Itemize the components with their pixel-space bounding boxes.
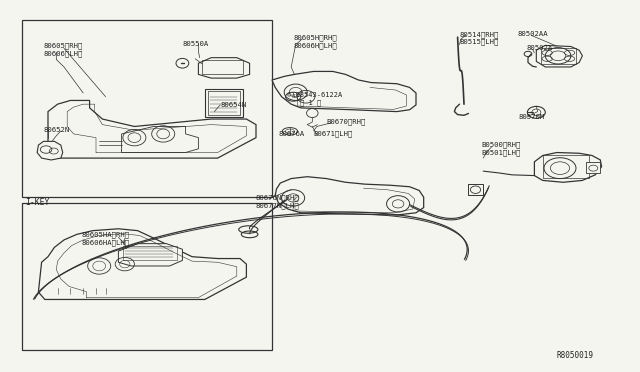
Polygon shape	[198, 58, 250, 78]
Text: 80606HA〈LH〉: 80606HA〈LH〉	[82, 240, 130, 246]
Text: 80550A: 80550A	[182, 41, 209, 47]
Text: B0500〈RH〉: B0500〈RH〉	[481, 142, 521, 148]
Bar	[202, 60, 243, 74]
Bar	[586, 162, 600, 173]
Bar	[208, 91, 240, 115]
Text: 80502A: 80502A	[526, 45, 552, 51]
Text: 〈 1 〉: 〈 1 〉	[300, 99, 321, 106]
Text: 80652N: 80652N	[44, 127, 70, 133]
Text: 80606H〈LH〉: 80606H〈LH〉	[293, 42, 337, 49]
Polygon shape	[38, 229, 246, 299]
Text: 80676N〈RH〉: 80676N〈RH〉	[256, 195, 300, 201]
Text: 80515〈LH〉: 80515〈LH〉	[460, 39, 499, 45]
Polygon shape	[118, 244, 182, 266]
Bar	[22, 203, 272, 350]
Text: 80502AA: 80502AA	[517, 31, 548, 37]
Text: 80606〈LH〉: 80606〈LH〉	[44, 50, 83, 57]
Bar	[205, 89, 243, 117]
Text: 80654N: 80654N	[221, 102, 247, 108]
Polygon shape	[536, 45, 582, 67]
Polygon shape	[534, 153, 602, 182]
Text: S: S	[291, 94, 295, 99]
Polygon shape	[272, 71, 416, 112]
Text: 80677N〈LH〉: 80677N〈LH〉	[256, 202, 300, 209]
Polygon shape	[275, 177, 424, 215]
Text: 80605HA〈RH〉: 80605HA〈RH〉	[82, 232, 130, 238]
Text: 80605H〈RH〉: 80605H〈RH〉	[293, 35, 337, 41]
Text: B0501〈LH〉: B0501〈LH〉	[481, 150, 521, 156]
Text: 80514〈RH〉: 80514〈RH〉	[460, 31, 499, 38]
Bar	[543, 155, 589, 178]
Bar	[123, 246, 177, 260]
Text: 80570M: 80570M	[518, 114, 545, 120]
Polygon shape	[37, 141, 63, 160]
Polygon shape	[48, 100, 256, 158]
Bar	[541, 48, 576, 64]
Text: B0671〈LH〉: B0671〈LH〉	[314, 131, 353, 137]
Text: R8050019: R8050019	[557, 351, 594, 360]
Text: 80605〈RH〉: 80605〈RH〉	[44, 42, 83, 49]
Text: © 08543-6122A: © 08543-6122A	[287, 92, 342, 98]
Text: 80676A: 80676A	[278, 131, 305, 137]
Bar	[22, 20, 272, 197]
Text: I-KEY: I-KEY	[26, 198, 50, 207]
Bar	[468, 184, 483, 195]
Text: B0670〈RH〉: B0670〈RH〉	[326, 119, 366, 125]
